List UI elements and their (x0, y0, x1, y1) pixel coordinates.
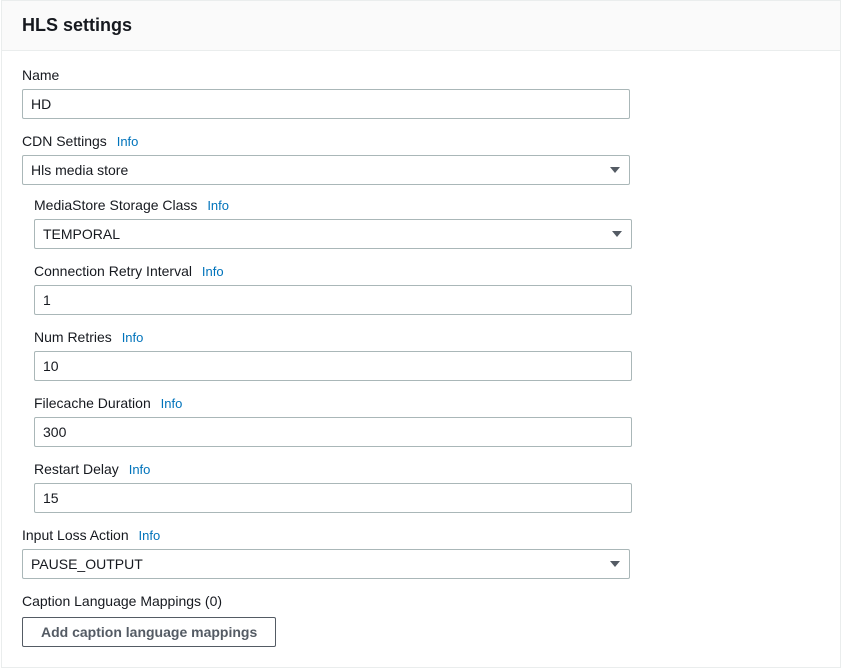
restart-delay-info-link[interactable]: Info (129, 462, 151, 477)
retry-interval-info-link[interactable]: Info (202, 264, 224, 279)
filecache-duration-info-link[interactable]: Info (161, 396, 183, 411)
panel-header: HLS settings (2, 1, 840, 51)
num-retries-label: Num Retries (34, 329, 112, 345)
num-retries-info-link[interactable]: Info (122, 330, 144, 345)
input-loss-action-label: Input Loss Action (22, 527, 129, 543)
retry-interval-group: Connection Retry Interval Info (34, 263, 820, 315)
restart-delay-group: Restart Delay Info (34, 461, 820, 513)
panel-body: Name CDN Settings Info Hls media store M… (2, 51, 840, 667)
cdn-settings-label: CDN Settings (22, 133, 107, 149)
filecache-duration-group: Filecache Duration Info (34, 395, 820, 447)
input-loss-action-label-row: Input Loss Action Info (22, 527, 820, 543)
filecache-duration-label: Filecache Duration (34, 395, 151, 411)
retry-interval-label-row: Connection Retry Interval Info (34, 263, 820, 279)
storage-class-label-row: MediaStore Storage Class Info (34, 197, 820, 213)
num-retries-label-row: Num Retries Info (34, 329, 820, 345)
name-label: Name (22, 67, 820, 83)
cdn-settings-select-wrapper: Hls media store (22, 155, 630, 185)
filecache-duration-label-row: Filecache Duration Info (34, 395, 820, 411)
name-input[interactable] (22, 89, 630, 119)
restart-delay-label-row: Restart Delay Info (34, 461, 820, 477)
input-loss-action-group: Input Loss Action Info PAUSE_OUTPUT (22, 527, 820, 579)
caption-language-mappings-group: Caption Language Mappings (0) Add captio… (22, 593, 820, 647)
restart-delay-label: Restart Delay (34, 461, 119, 477)
input-loss-action-info-link[interactable]: Info (139, 528, 161, 543)
panel-title: HLS settings (22, 15, 820, 36)
retry-interval-label: Connection Retry Interval (34, 263, 192, 279)
num-retries-input[interactable] (34, 351, 632, 381)
storage-class-select-wrapper: TEMPORAL (34, 219, 632, 249)
cdn-sub-settings: MediaStore Storage Class Info TEMPORAL C… (22, 197, 820, 513)
caption-language-mappings-header: Caption Language Mappings (0) (22, 593, 820, 609)
retry-interval-input[interactable] (34, 285, 632, 315)
num-retries-group: Num Retries Info (34, 329, 820, 381)
add-caption-language-mappings-button[interactable]: Add caption language mappings (22, 617, 276, 647)
cdn-settings-label-row: CDN Settings Info (22, 133, 820, 149)
filecache-duration-input[interactable] (34, 417, 632, 447)
storage-class-group: MediaStore Storage Class Info TEMPORAL (34, 197, 820, 249)
hls-settings-panel: HLS settings Name CDN Settings Info Hls … (1, 0, 841, 668)
storage-class-label: MediaStore Storage Class (34, 197, 197, 213)
cdn-settings-group: CDN Settings Info Hls media store (22, 133, 820, 185)
cdn-settings-info-link[interactable]: Info (117, 134, 139, 149)
input-loss-action-select[interactable]: PAUSE_OUTPUT (22, 549, 630, 579)
name-group: Name (22, 67, 820, 119)
cdn-settings-select[interactable]: Hls media store (22, 155, 630, 185)
restart-delay-input[interactable] (34, 483, 632, 513)
storage-class-select[interactable]: TEMPORAL (34, 219, 632, 249)
storage-class-info-link[interactable]: Info (207, 198, 229, 213)
input-loss-action-select-wrapper: PAUSE_OUTPUT (22, 549, 630, 579)
